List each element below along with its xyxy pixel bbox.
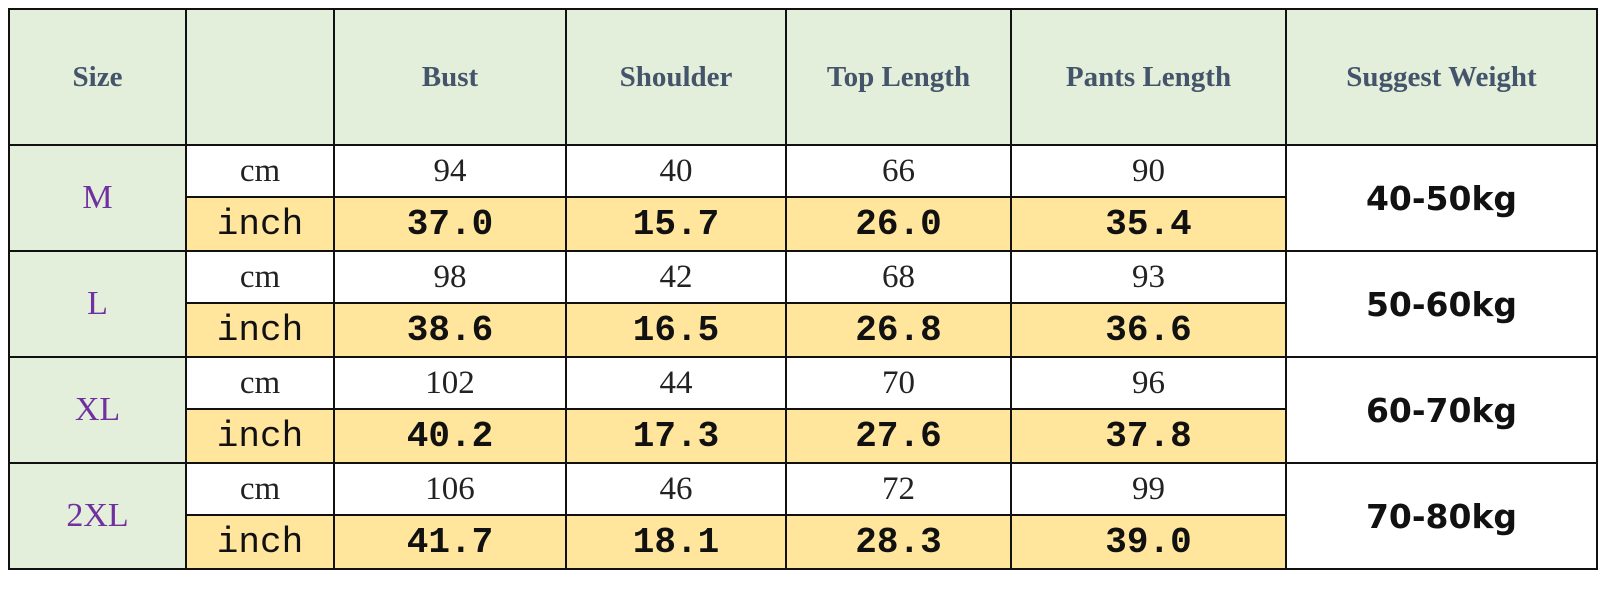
- size-label: 2XL: [8, 462, 187, 570]
- header-column: Bust: [333, 8, 567, 146]
- header-unit: [185, 8, 335, 146]
- weight: 40-50kg: [1285, 144, 1598, 252]
- inch-value: 40.2: [333, 408, 567, 464]
- inch-value: 28.3: [785, 514, 1012, 570]
- header-size: Size: [8, 8, 187, 146]
- cm-row: 2XL cm 106 46 72 99 70-80kg: [8, 462, 1598, 570]
- inch-row: inch 40.2 17.3 27.6 37.8: [9, 408, 1597, 464]
- weight: 50-60kg: [1285, 250, 1598, 358]
- inch-value: 38.6: [333, 302, 567, 358]
- cm-value: 106: [333, 462, 567, 516]
- cm-value: 68: [785, 250, 1012, 304]
- inch-value: 36.6: [1010, 302, 1287, 358]
- cm-value: 96: [1010, 356, 1287, 410]
- cm-value: 66: [785, 144, 1012, 198]
- header-weight: Suggest Weight: [1285, 8, 1598, 146]
- cm-value: 94: [333, 144, 567, 198]
- size-label: XL: [8, 356, 187, 464]
- cm-value: 44: [565, 356, 787, 410]
- cm-value: 70: [785, 356, 1012, 410]
- inch-value: 27.6: [785, 408, 1012, 464]
- size-label: L: [8, 250, 187, 358]
- cm-row: XL cm 102 44 70 96 60-70kg: [8, 356, 1598, 464]
- inch-row: inch 37.0 15.7 26.0 35.4: [9, 196, 1597, 252]
- cm-value: 46: [565, 462, 787, 516]
- inch-value: 17.3: [565, 408, 787, 464]
- weight: 60-70kg: [1285, 356, 1598, 464]
- inch-value: 16.5: [565, 302, 787, 358]
- unit-label: cm: [185, 356, 335, 410]
- inch-value: 15.7: [565, 196, 787, 252]
- inch-value: 26.8: [785, 302, 1012, 358]
- cm-value: 102: [333, 356, 567, 410]
- cm-value: 40: [565, 144, 787, 198]
- inch-value: 35.4: [1010, 196, 1287, 252]
- size-label: M: [8, 144, 187, 252]
- inch-value: 18.1: [565, 514, 787, 570]
- unit-label: inch: [185, 302, 335, 358]
- weight: 70-80kg: [1285, 462, 1598, 570]
- cm-value: 99: [1010, 462, 1287, 516]
- unit-label: inch: [185, 514, 335, 570]
- inch-row: inch 41.7 18.1 28.3 39.0: [9, 514, 1597, 570]
- cm-value: 90: [1010, 144, 1287, 198]
- size-table: Size Bust Shoulder Top Length Pants Length Su…: [8, 8, 1598, 570]
- unit-label: inch: [185, 408, 335, 464]
- inch-value: 41.7: [333, 514, 567, 570]
- header-column: Pants Length: [1010, 8, 1287, 146]
- cm-value: 98: [333, 250, 567, 304]
- table-body: Size Bust Shoulder Top Length Pants Length Su…: [8, 8, 1598, 570]
- inch-value: 39.0: [1010, 514, 1287, 570]
- cm-value: 42: [565, 250, 787, 304]
- header-column: Shoulder: [565, 8, 787, 146]
- header-column: Top Length: [785, 8, 1012, 146]
- unit-label: cm: [185, 462, 335, 516]
- inch-value: 37.0: [333, 196, 567, 252]
- inch-row: inch 38.6 16.5 26.8 36.6: [9, 302, 1597, 358]
- inch-value: 26.0: [785, 196, 1012, 252]
- inch-value: 37.8: [1010, 408, 1287, 464]
- cm-value: 72: [785, 462, 1012, 516]
- cm-value: 93: [1010, 250, 1287, 304]
- header-row: Size Bust Shoulder Top Length Pants Length Su…: [8, 8, 1598, 146]
- unit-label: cm: [185, 144, 335, 198]
- unit-label: inch: [185, 196, 335, 252]
- unit-label: cm: [185, 250, 335, 304]
